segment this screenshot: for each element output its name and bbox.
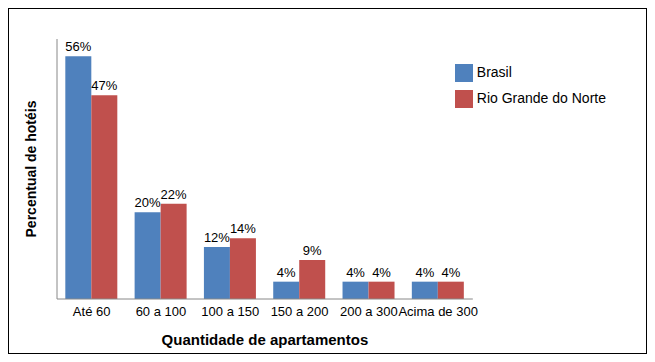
svg-text:14%: 14% xyxy=(230,221,256,236)
svg-text:12%: 12% xyxy=(204,230,230,245)
html-text:Rio Grande do Norte: Rio Grande do Norte xyxy=(476,90,606,106)
svg-text:4%: 4% xyxy=(277,265,296,280)
html-text:Brasil: Brasil xyxy=(476,64,512,80)
svg-text:200 a 300: 200 a 300 xyxy=(340,304,398,319)
svg-text:Quantidade de apartamentos: Quantidade de apartamentos xyxy=(162,331,369,348)
svg-text:9%: 9% xyxy=(303,243,322,258)
svg-text:100 a 150: 100 a 150 xyxy=(201,304,259,319)
svg-text:Até 60: Até 60 xyxy=(73,304,111,319)
svg-text:4%: 4% xyxy=(372,265,391,280)
svg-text:56%: 56% xyxy=(65,39,91,54)
svg-text:Percentual de hotéis: Percentual de hotéis xyxy=(23,100,39,237)
svg-text:4%: 4% xyxy=(415,265,434,280)
svg-text:22%: 22% xyxy=(161,187,187,202)
svg-text:150 a 200: 150 a 200 xyxy=(271,304,329,319)
svg-text:4%: 4% xyxy=(346,265,365,280)
svg-text:20%: 20% xyxy=(135,195,161,210)
svg-text:4%: 4% xyxy=(441,265,460,280)
svg-text:47%: 47% xyxy=(91,78,117,93)
svg-text:60 a 100: 60 a 100 xyxy=(136,304,187,319)
svg-text:Acima de 300: Acima de 300 xyxy=(398,304,478,319)
